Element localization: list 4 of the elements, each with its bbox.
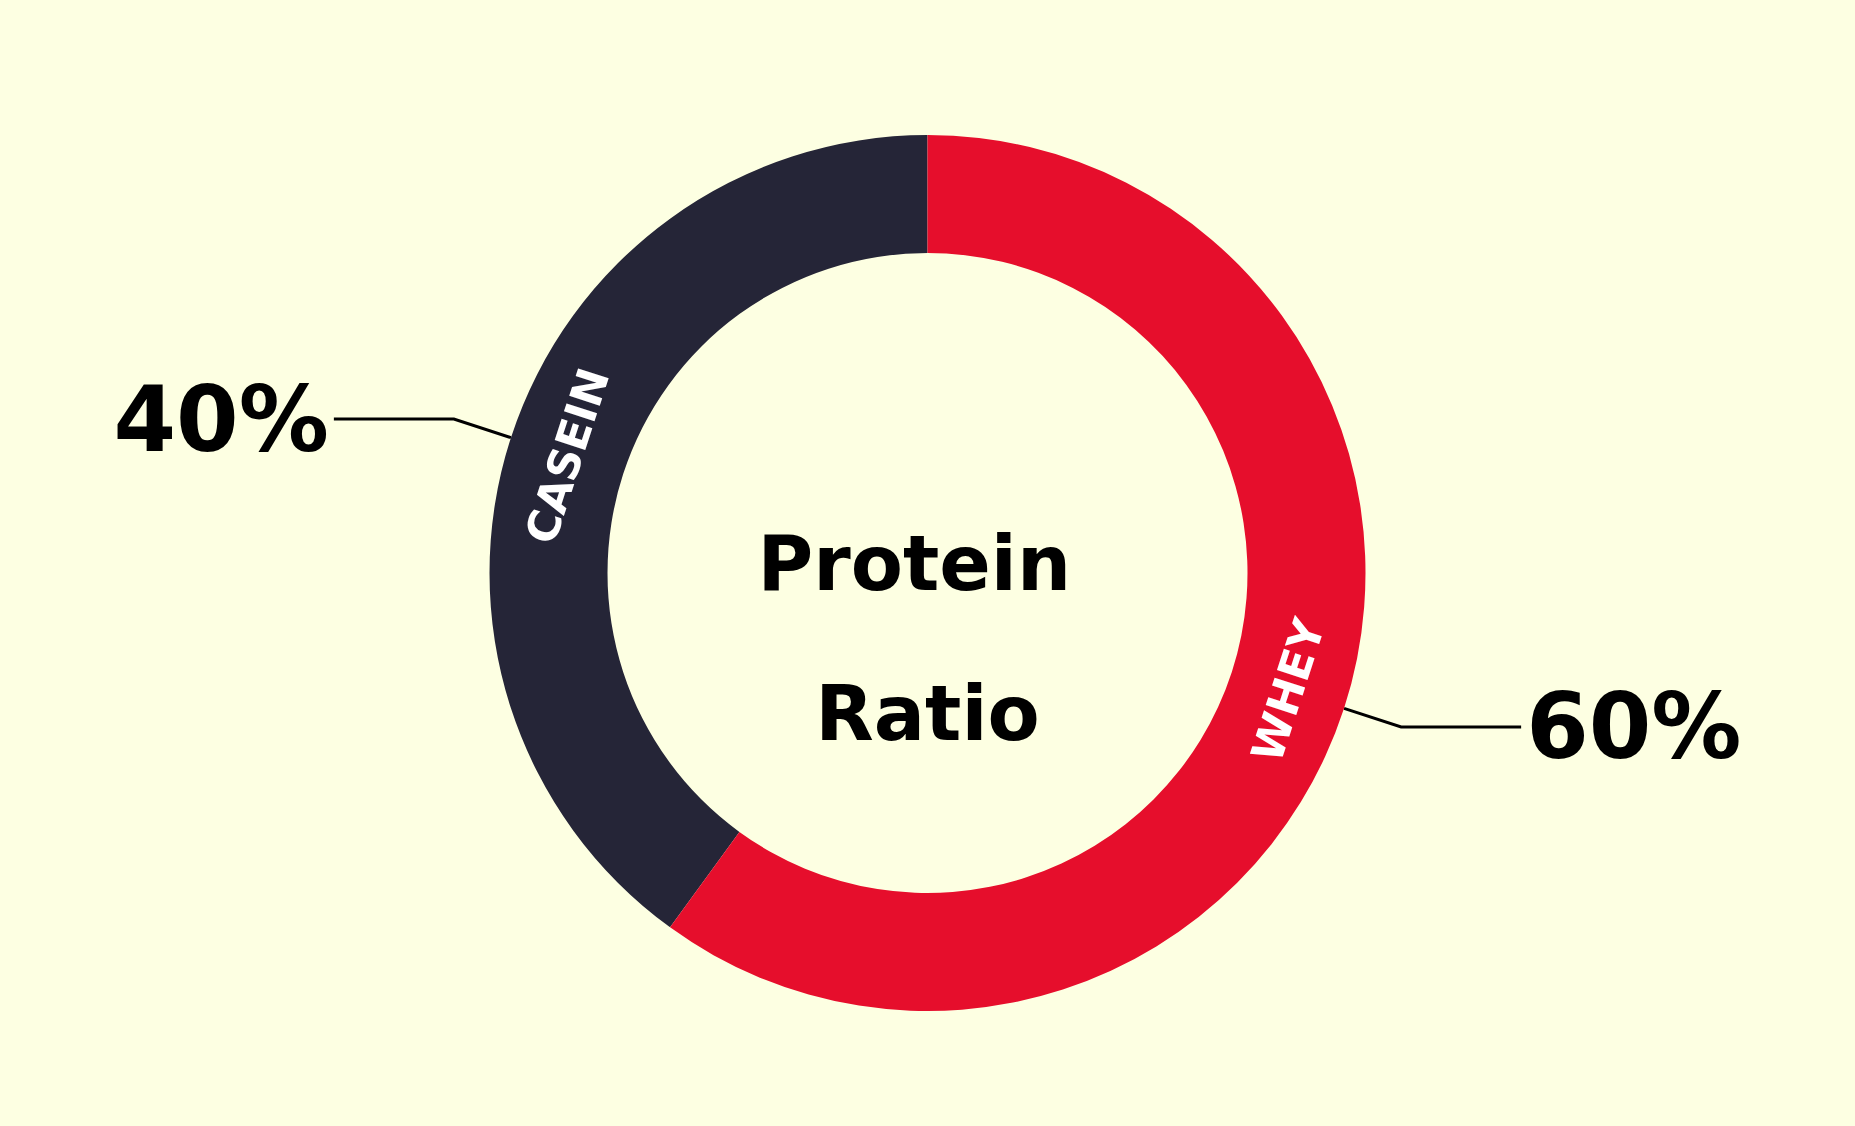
data-label: 40% (113, 366, 329, 472)
text: Protein Ratio (757, 518, 1098, 758)
data-label: 60% (1526, 674, 1742, 780)
slice-label: WHEY (1240, 611, 1336, 769)
